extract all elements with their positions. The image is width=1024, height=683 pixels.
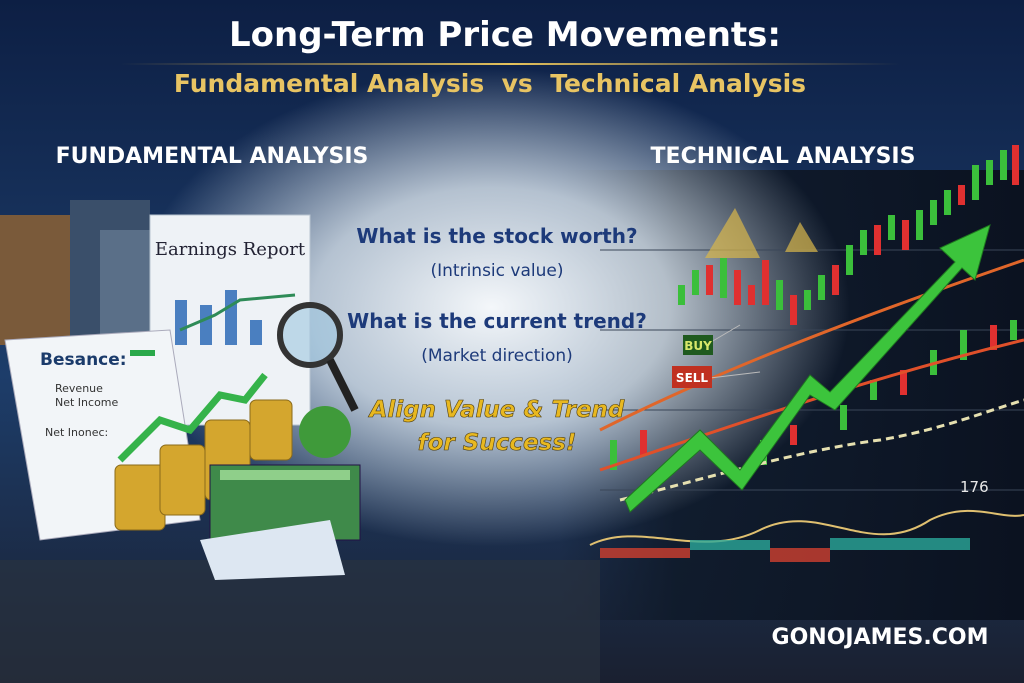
site: GONOJAMES.COM: [772, 625, 989, 650]
question: What is the current trend?: [347, 309, 647, 333]
trend-arrow: [624, 224, 991, 513]
papers: [200, 520, 345, 580]
candles: [610, 145, 1019, 470]
right-heading: TECHNICAL ANALYSIS: [651, 144, 916, 169]
tagline: for Success!: [418, 430, 577, 456]
title-rule: [120, 63, 900, 65]
title: Long-Term Price Movements:: [229, 15, 781, 55]
plant: [299, 406, 351, 458]
sell-badge: [672, 366, 712, 388]
buy-label: BUY: [684, 339, 712, 353]
sheet-row: Net Inonec:: [45, 426, 108, 439]
sheet-title: Besance:: [40, 350, 127, 370]
report-title: Earnings Report: [155, 239, 306, 260]
subtitle: Fundamental Analysis vs Technical Analys…: [174, 69, 806, 98]
indicator-value: 176: [960, 478, 989, 496]
sheet-row: Revenue: [55, 382, 103, 395]
answer: (Market direction): [421, 346, 573, 366]
left-heading: FUNDAMENTAL ANALYSIS: [56, 144, 369, 169]
tagline: Align Value & Trend: [368, 397, 625, 423]
growth-arrow: [117, 372, 268, 463]
magnifier: [277, 302, 359, 412]
answer: (Intrinsic value): [431, 261, 564, 281]
sell-label: SELL: [676, 371, 708, 385]
sheet-row: Net Income: [55, 396, 119, 409]
buy-badge: [683, 335, 713, 355]
question: What is the stock worth?: [356, 224, 637, 248]
ground: [0, 560, 600, 683]
oscillator: [589, 509, 1024, 562]
sell-pointer: [709, 371, 761, 379]
triangles: [705, 208, 818, 258]
